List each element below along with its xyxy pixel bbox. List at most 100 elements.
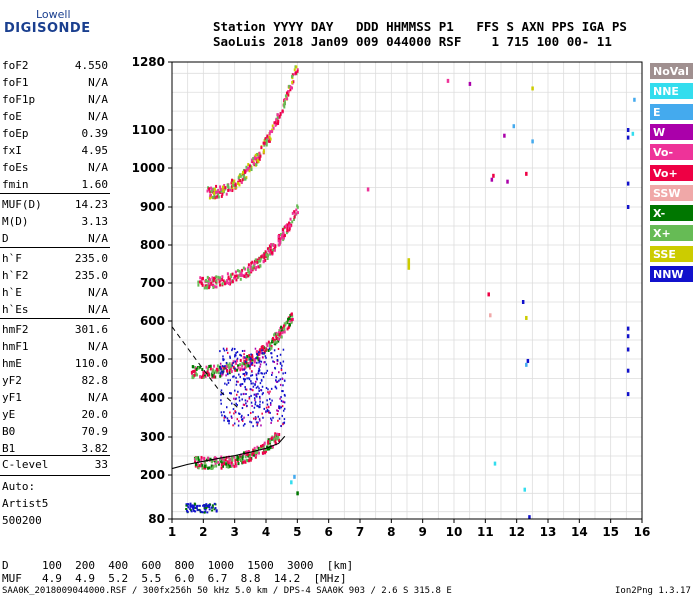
echo-mark (223, 458, 226, 462)
echo-mark (250, 362, 252, 365)
echo-mark (248, 455, 251, 459)
echo-mark (232, 424, 234, 427)
echo-mark (272, 126, 275, 130)
echo-mark (275, 118, 278, 122)
echo-mark (250, 401, 253, 404)
echo-mark (278, 333, 281, 337)
echo-mark (231, 456, 234, 460)
echo-mark (289, 217, 292, 221)
echo-mark (258, 387, 260, 390)
echo-mark (265, 410, 267, 413)
echo-mark (234, 458, 237, 462)
echo-mark (226, 417, 229, 420)
data-point (523, 487, 526, 492)
echo-mark (236, 351, 239, 354)
echo-mark (265, 253, 268, 257)
echo-mark (228, 371, 231, 375)
echo-mark (231, 185, 234, 189)
echo-mark (235, 383, 238, 386)
echo-mark (220, 463, 223, 467)
echo-mark (271, 356, 273, 359)
echo-mark (251, 362, 253, 365)
echo-mark (241, 457, 244, 461)
echo-mark (267, 391, 269, 394)
echo-mark (258, 265, 261, 269)
echo-mark (259, 382, 262, 385)
echo-mark (283, 98, 286, 102)
echo-mark (234, 355, 236, 358)
echo-mark (232, 365, 235, 369)
echo-mark (243, 177, 246, 181)
echo-mark (249, 267, 252, 271)
echo-mark (209, 457, 212, 461)
echo-mark (216, 364, 219, 368)
echo-mark (193, 509, 196, 512)
echo-mark (220, 189, 223, 193)
echo-mark (282, 372, 284, 375)
echo-mark (282, 324, 285, 328)
echo-mark (193, 373, 196, 377)
legend-item: SSW (650, 184, 693, 201)
param-row: hmF1 N/A (2, 340, 108, 356)
echo-mark (276, 116, 279, 120)
echo-mark (289, 88, 292, 92)
echo-mark (257, 446, 260, 450)
echo-mark (246, 372, 248, 375)
echo-mark (206, 504, 209, 507)
data-point (489, 313, 492, 318)
echo-mark (225, 349, 228, 352)
param-name: foE (2, 110, 22, 123)
echo-mark (274, 332, 277, 336)
echo-mark (239, 174, 242, 178)
param-name: hmF1 (2, 340, 29, 353)
echo-mark (243, 353, 245, 356)
echo-mark (194, 460, 197, 464)
echo-mark (234, 183, 237, 187)
echo-mark (283, 322, 286, 326)
echo-mark (259, 419, 261, 422)
echo-mark (213, 459, 216, 463)
echo-mark (225, 192, 228, 196)
echo-mark (241, 455, 244, 459)
echo-mark (261, 372, 263, 375)
echo-mark (210, 281, 213, 285)
clevel-name: C-level (2, 458, 49, 471)
echo-mark (198, 504, 201, 507)
echo-mark (207, 282, 210, 286)
echo-mark (230, 367, 233, 371)
echo-mark (199, 276, 202, 280)
echo-mark (269, 137, 272, 141)
echo-mark (260, 389, 263, 392)
echo-mark (266, 447, 269, 451)
x-tick-label: 2 (199, 525, 207, 539)
echo-mark (268, 247, 271, 251)
echo-mark (246, 400, 249, 403)
echo-mark (200, 279, 203, 283)
echo-mark (251, 260, 254, 264)
echo-mark (211, 195, 214, 199)
echo-mark (257, 392, 259, 395)
echo-mark (226, 383, 228, 386)
echo-mark (203, 466, 206, 470)
echo-mark (234, 462, 237, 466)
echo-mark (215, 275, 218, 279)
echo-mark (185, 508, 188, 511)
echo-mark (186, 510, 189, 513)
echo-mark (233, 455, 236, 459)
legend-item: X+ (650, 225, 693, 242)
echo-mark (205, 506, 208, 509)
param-row: foEs N/A (2, 161, 108, 177)
echo-mark (261, 345, 264, 349)
echo-mark (208, 285, 211, 289)
echo-mark (277, 435, 280, 439)
echo-mark (220, 411, 223, 414)
echo-mark (231, 189, 234, 193)
echo-mark (254, 153, 257, 157)
echo-mark (291, 314, 294, 318)
echo-mark (211, 509, 214, 512)
param-name: h`F (2, 252, 22, 265)
echo-mark (281, 377, 284, 380)
echo-mark (278, 330, 281, 334)
echo-mark (268, 135, 271, 139)
echo-mark (233, 347, 236, 350)
